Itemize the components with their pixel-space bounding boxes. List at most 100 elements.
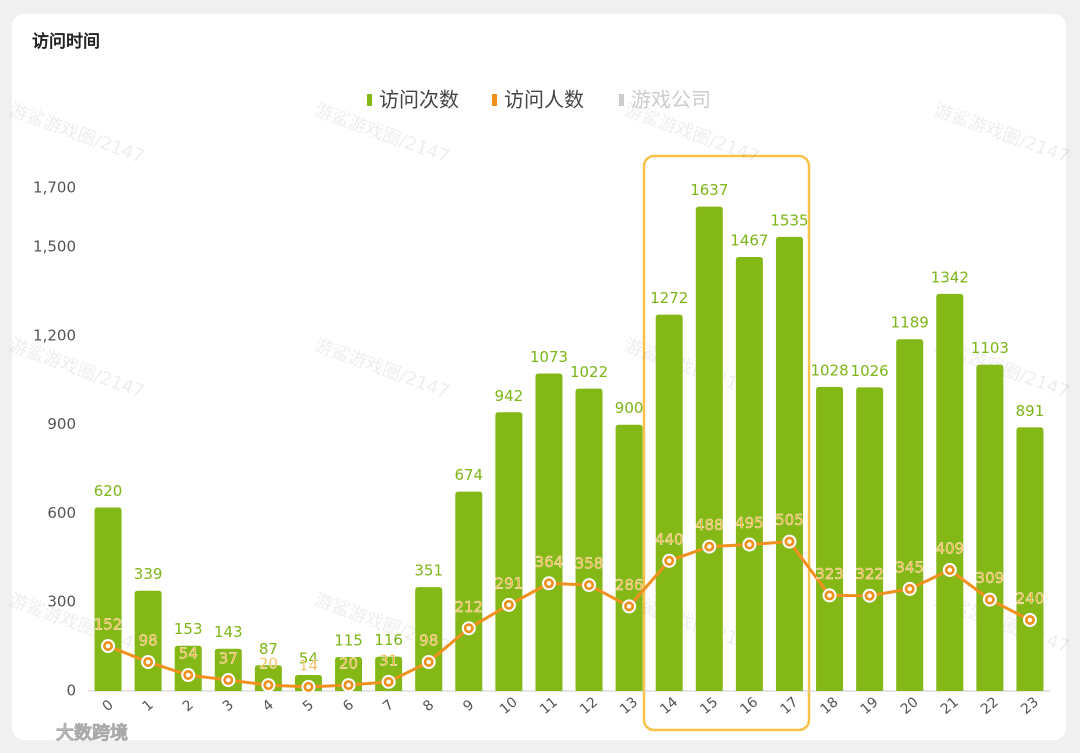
line-value-label: 14 <box>299 656 318 674</box>
line-value-label: 322 <box>855 565 884 583</box>
y-tick-label: 0 <box>66 682 76 700</box>
legend-label: 游戏公司 <box>631 88 711 112</box>
y-tick-label: 900 <box>47 415 76 433</box>
line-value-label: 440 <box>655 530 684 548</box>
bar-value-label: 1026 <box>851 362 889 380</box>
bar <box>134 590 162 691</box>
line-value-label: 323 <box>815 565 844 583</box>
line-value-label: 54 <box>179 645 198 663</box>
bar-value-label: 1028 <box>810 361 848 379</box>
line-point-center <box>706 544 712 549</box>
bar-value-label: 115 <box>334 631 363 649</box>
bar-value-label: 1103 <box>971 339 1009 357</box>
line-point-center <box>907 586 913 592</box>
bar-value-label: 900 <box>615 399 644 417</box>
bar <box>575 388 603 691</box>
bar <box>936 293 964 691</box>
bar <box>775 236 803 691</box>
line-value-label: 488 <box>695 516 724 534</box>
line-point-center <box>306 684 311 690</box>
bar-value-label: 116 <box>374 631 403 649</box>
line-point-center <box>386 679 391 685</box>
bar-value-label: 674 <box>454 466 483 484</box>
y-tick-label: 600 <box>47 504 76 522</box>
bar-value-label: 54 <box>299 650 318 668</box>
bar-value-label: 143 <box>214 623 243 641</box>
bar-value-label: 1022 <box>570 363 608 381</box>
y-tick-label: 1,700 <box>33 179 76 197</box>
line-point-center <box>586 582 592 588</box>
line-point-center <box>266 682 271 688</box>
line-point-center <box>626 604 632 609</box>
line-value-label: 495 <box>735 514 764 532</box>
bar-value-label: 87 <box>259 640 278 658</box>
bar <box>495 412 523 691</box>
line-point-center <box>987 597 993 602</box>
bar-value-label: 1189 <box>891 314 929 332</box>
line-value-label: 345 <box>895 558 924 576</box>
line-value-label: 505 <box>775 511 804 529</box>
line-value-label: 98 <box>419 632 438 650</box>
line-value-label: 20 <box>259 655 278 673</box>
legend-swatch <box>492 94 497 106</box>
bar <box>976 364 1004 691</box>
line-value-label: 409 <box>935 539 964 557</box>
bar-value-label: 1272 <box>650 289 688 307</box>
line-point-center <box>867 593 872 599</box>
logo: 大数跨境 <box>56 722 128 744</box>
bar-value-label: 942 <box>495 387 524 405</box>
bar <box>615 424 643 691</box>
line-point-center <box>466 625 472 631</box>
line-point-center <box>506 602 512 608</box>
bar <box>655 314 683 691</box>
line-value-label: 20 <box>339 655 358 673</box>
legend-label: 访问次数 <box>379 88 459 112</box>
y-tick-label: 1,200 <box>33 326 76 344</box>
line-point-center <box>546 580 552 586</box>
legend-swatch <box>367 94 372 106</box>
line-point-center <box>827 593 832 598</box>
bar <box>335 656 363 691</box>
line-point-center <box>947 567 953 573</box>
bar <box>896 339 924 691</box>
bar <box>735 256 763 691</box>
line-point-center <box>426 659 432 665</box>
line-value-label: 31 <box>379 651 398 669</box>
bar-value-label: 1535 <box>770 211 808 229</box>
line-value-label: 286 <box>615 576 644 594</box>
bar <box>94 507 122 691</box>
bar-value-label: 1342 <box>931 268 969 286</box>
y-tick-label: 1,500 <box>33 238 76 256</box>
line-point-center <box>105 643 111 649</box>
bar-value-label: 351 <box>414 562 443 580</box>
line-value-label: 152 <box>94 616 123 634</box>
legend-label: 访问人数 <box>504 88 584 112</box>
bar <box>1016 427 1044 691</box>
line-value-label: 98 <box>139 632 158 650</box>
line-value-label: 240 <box>1016 589 1045 607</box>
line-point-center <box>346 682 351 688</box>
legend-swatch <box>619 94 624 106</box>
bar-value-label: 153 <box>174 620 203 638</box>
line-value-label: 309 <box>976 569 1005 587</box>
bar-value-label: 891 <box>1016 402 1045 420</box>
line-point-center <box>185 672 191 678</box>
bar <box>535 373 563 691</box>
bar <box>455 491 483 691</box>
bar <box>695 206 723 691</box>
line-point-center <box>145 659 151 665</box>
bar-value-label: 1637 <box>690 181 728 199</box>
bar-value-label: 1467 <box>730 231 768 249</box>
line-point-center <box>1027 617 1033 623</box>
line-value-label: 212 <box>454 598 483 616</box>
line-point-center <box>787 539 792 544</box>
bar-value-label: 1073 <box>530 348 568 366</box>
line-value-label: 358 <box>575 555 604 573</box>
bar-value-label: 339 <box>134 565 163 583</box>
bar <box>856 387 884 691</box>
bar <box>816 386 844 691</box>
chart-title: 访问时间 <box>32 31 100 52</box>
line-value-label: 37 <box>219 650 238 668</box>
